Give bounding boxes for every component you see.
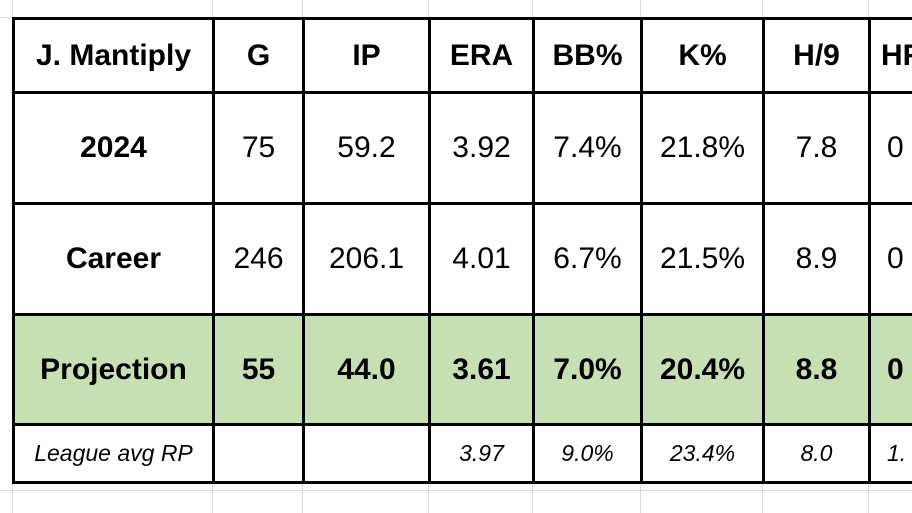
- cell-ip[interactable]: 206.1: [302, 202, 431, 316]
- cell-h9[interactable]: 8.0: [762, 423, 871, 484]
- cell-hr9[interactable]: 0: [868, 313, 912, 426]
- header-cell-player[interactable]: J. Mantiply: [12, 17, 215, 94]
- cell-hr9[interactable]: 0: [868, 202, 912, 316]
- cell-g[interactable]: [212, 423, 305, 484]
- cell-g[interactable]: 75: [212, 91, 305, 205]
- cell-hr9[interactable]: 1.: [868, 423, 912, 484]
- header-cell-g[interactable]: G: [212, 17, 305, 94]
- cell-era[interactable]: 3.92: [428, 91, 535, 205]
- cell-hr9[interactable]: 0: [868, 91, 912, 205]
- cell-k-pct[interactable]: 21.5%: [640, 202, 765, 316]
- cell-ip[interactable]: 44.0: [302, 313, 431, 426]
- header-cell-hr9[interactable]: HR/9: [868, 17, 912, 94]
- cell-bb-pct[interactable]: 7.4%: [532, 91, 643, 205]
- table-row-2024: 2024 75 59.2 3.92 7.4% 21.8% 7.8 0: [12, 91, 912, 205]
- cell-bb-pct[interactable]: 9.0%: [532, 423, 643, 484]
- cell-g[interactable]: 55: [212, 313, 305, 426]
- table-row-league-avg: League avg RP 3.97 9.0% 23.4% 8.0 1.: [12, 423, 912, 484]
- cell-era[interactable]: 3.97: [428, 423, 535, 484]
- cell-era[interactable]: 3.61: [428, 313, 535, 426]
- header-cell-h9[interactable]: H/9: [762, 17, 871, 94]
- cell-k-pct[interactable]: 21.8%: [640, 91, 765, 205]
- header-cell-era[interactable]: ERA: [428, 17, 535, 94]
- cell-ip[interactable]: [302, 423, 431, 484]
- cell-k-pct[interactable]: 23.4%: [640, 423, 765, 484]
- table-row-projection: Projection 55 44.0 3.61 7.0% 20.4% 8.8 0: [12, 313, 912, 426]
- header-cell-bb-pct[interactable]: BB%: [532, 17, 643, 94]
- row-label[interactable]: League avg RP: [12, 423, 215, 484]
- row-label[interactable]: Projection: [12, 313, 215, 426]
- header-cell-k-pct[interactable]: K%: [640, 17, 765, 94]
- header-row: J. Mantiply G IP ERA BB% K% H/9 HR/9: [12, 17, 912, 94]
- cell-ip[interactable]: 59.2: [302, 91, 431, 205]
- cell-era[interactable]: 4.01: [428, 202, 535, 316]
- row-label[interactable]: Career: [12, 202, 215, 316]
- row-label[interactable]: 2024: [12, 91, 215, 205]
- cell-h9[interactable]: 8.8: [762, 313, 871, 426]
- cell-k-pct[interactable]: 20.4%: [640, 313, 765, 426]
- cell-h9[interactable]: 8.9: [762, 202, 871, 316]
- cell-g[interactable]: 246: [212, 202, 305, 316]
- cell-h9[interactable]: 7.8: [762, 91, 871, 205]
- header-cell-ip[interactable]: IP: [302, 17, 431, 94]
- table-row-career: Career 246 206.1 4.01 6.7% 21.5% 8.9 0: [12, 202, 912, 316]
- cell-bb-pct[interactable]: 6.7%: [532, 202, 643, 316]
- stats-table: J. Mantiply G IP ERA BB% K% H/9 HR/9 202…: [12, 17, 912, 484]
- cell-bb-pct[interactable]: 7.0%: [532, 313, 643, 426]
